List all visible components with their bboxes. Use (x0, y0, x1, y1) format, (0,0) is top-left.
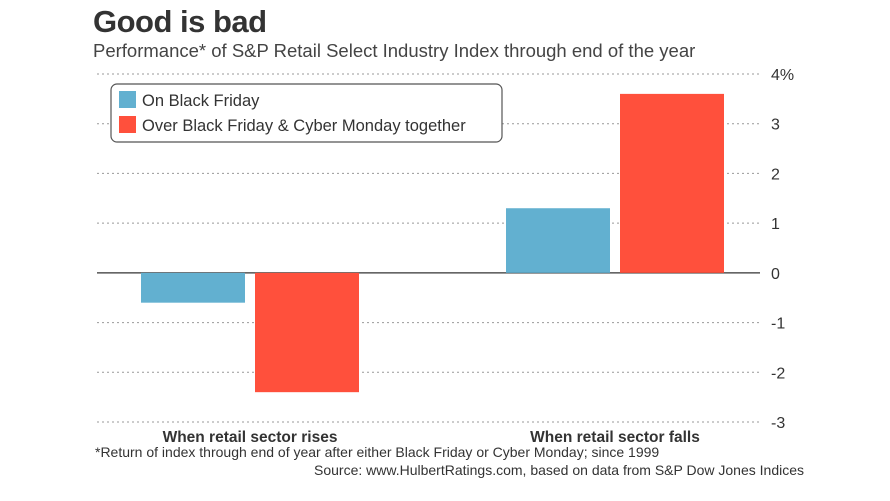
y-tick-label: -2 (771, 365, 785, 382)
footnote: *Return of index through end of year aft… (95, 444, 660, 460)
x-category-label: When retail sector falls (530, 429, 700, 446)
y-tick-label: 0 (771, 266, 780, 283)
bar-bf-cyber-monday-rises (255, 272, 359, 393)
bar-black-friday-rises (141, 272, 245, 303)
legend-label: On Black Friday (142, 92, 260, 110)
bar-bf-cyber-monday-falls (620, 93, 724, 273)
x-category-label: When retail sector rises (163, 429, 338, 446)
y-tick-label: 4% (771, 67, 794, 84)
y-tick-label: 1 (771, 216, 780, 233)
legend-swatch (119, 91, 136, 108)
bar-black-friday-falls (506, 208, 610, 273)
y-tick-label: -3 (771, 415, 785, 432)
legend-swatch (119, 116, 136, 133)
source-note: Source: www.HulbertRatings.com, based on… (314, 462, 804, 478)
y-tick-label: 3 (771, 117, 780, 134)
legend-label: Over Black Friday & Cyber Monday togethe… (142, 117, 466, 135)
chart-title: Good is bad (93, 4, 267, 39)
chart-subtitle: Performance* of S&P Retail Select Indust… (93, 40, 696, 61)
y-tick-label: 2 (771, 166, 780, 183)
legend-box (110, 83, 503, 143)
y-tick-label: -1 (771, 316, 785, 333)
